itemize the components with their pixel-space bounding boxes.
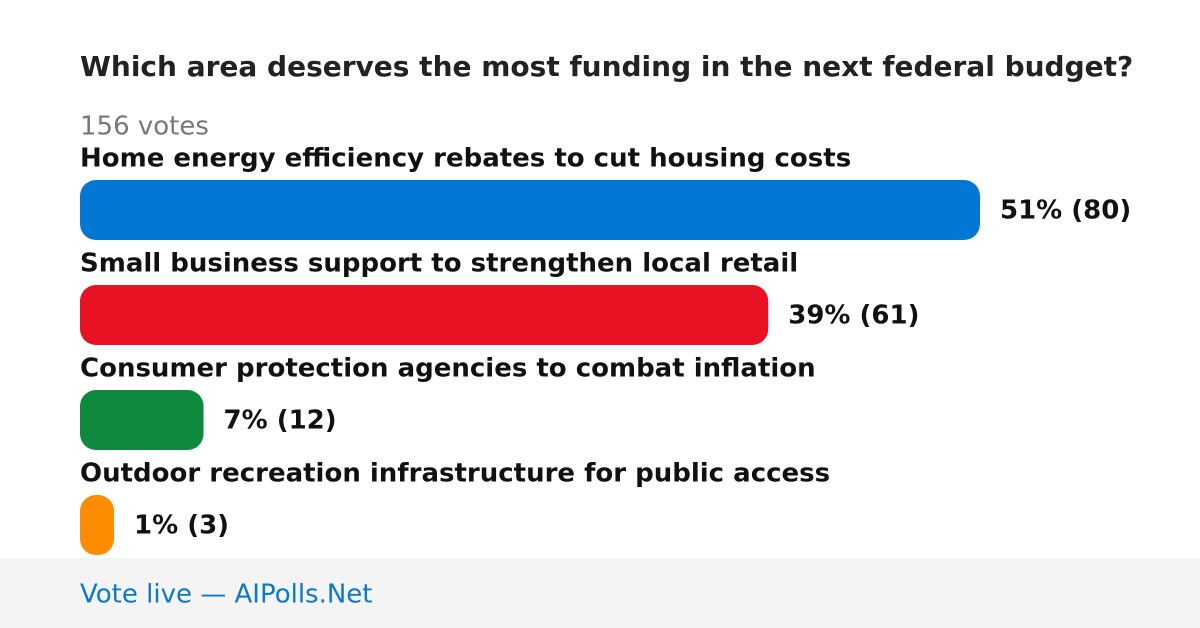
- option-label: Small business support to strengthen loc…: [80, 249, 798, 279]
- footer-link[interactable]: Vote live — AIPolls.Net: [80, 580, 373, 610]
- option-label: Home energy efficiency rebates to cut ho…: [80, 144, 851, 174]
- value-label: 39% (61): [788, 301, 919, 331]
- option-label: Outdoor recreation infrastructure for pu…: [80, 459, 830, 489]
- bar: [80, 180, 980, 240]
- value-label: 7% (12): [224, 406, 337, 436]
- bar: [80, 285, 769, 345]
- value-label: 51% (80): [1000, 196, 1131, 226]
- vote-count: 156 votes: [80, 112, 209, 142]
- bar: [80, 495, 114, 555]
- footer-band: [0, 558, 1200, 628]
- value-label: 1% (3): [134, 511, 229, 541]
- option-label: Consumer protection agencies to combat i…: [80, 354, 816, 384]
- poll-title: Which area deserves the most funding in …: [80, 50, 1133, 83]
- bar: [80, 390, 204, 450]
